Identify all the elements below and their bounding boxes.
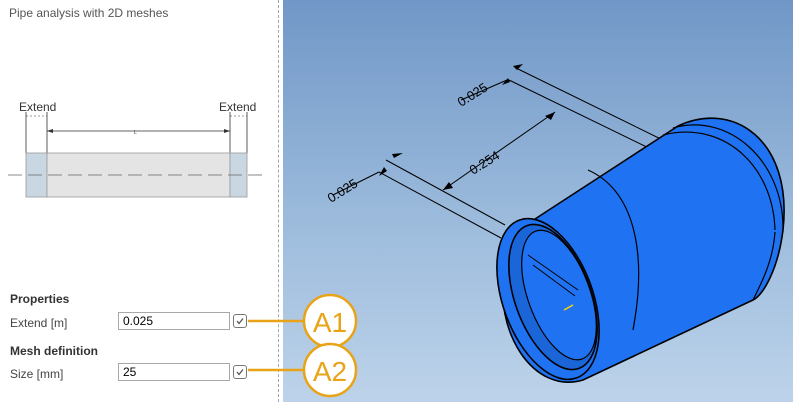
check-icon bbox=[236, 369, 244, 376]
3d-viewport[interactable]: 0.025 0.254 0.025 bbox=[283, 0, 793, 402]
extend-left-label: Extend bbox=[19, 100, 57, 114]
extend-label: Extend [m] bbox=[10, 316, 68, 330]
extend-confirm-button[interactable] bbox=[233, 314, 247, 328]
length-label: L bbox=[134, 130, 137, 136]
panel-title: Pipe analysis with 2D meshes bbox=[9, 6, 169, 20]
size-input[interactable] bbox=[118, 363, 230, 381]
properties-heading: Properties bbox=[10, 292, 70, 306]
panel-divider bbox=[278, 0, 279, 402]
extend-input[interactable] bbox=[118, 312, 230, 330]
dim-left-label: 0.025 bbox=[325, 176, 361, 206]
mesh-definition-heading: Mesh definition bbox=[10, 344, 98, 358]
pipe-schematic: L bbox=[8, 112, 266, 198]
size-confirm-button[interactable] bbox=[233, 365, 247, 379]
size-label: Size [mm] bbox=[10, 367, 64, 381]
properties-panel: Pipe analysis with 2D meshes L Extend Ex… bbox=[0, 0, 278, 402]
check-icon bbox=[236, 318, 244, 325]
extend-right-label: Extend bbox=[219, 100, 257, 114]
dim-middle-label: 0.254 bbox=[467, 148, 503, 178]
pipe-3d-model: 0.025 0.254 0.025 bbox=[325, 64, 785, 383]
dim-top-label: 0.025 bbox=[455, 80, 491, 110]
